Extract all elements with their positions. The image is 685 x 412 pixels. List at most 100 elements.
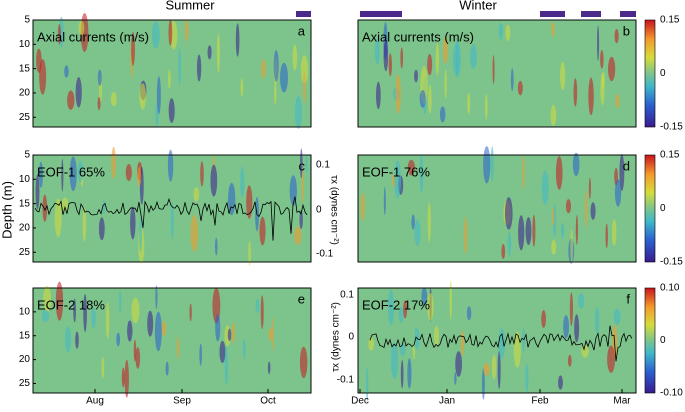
streak	[83, 293, 87, 333]
streak	[505, 24, 511, 41]
streak	[517, 80, 523, 96]
month-label: Sep	[173, 396, 191, 407]
streak	[268, 328, 273, 341]
streak	[294, 226, 302, 245]
depth-tick-label: 20	[19, 223, 31, 234]
streak	[98, 217, 105, 241]
streak	[121, 367, 125, 388]
depth-tick-label: 15	[19, 330, 31, 341]
streak	[469, 43, 477, 69]
streak	[411, 214, 415, 230]
streak	[368, 337, 375, 351]
streak	[614, 28, 619, 44]
streak	[55, 281, 64, 321]
streak	[481, 368, 485, 400]
streak	[242, 339, 246, 359]
month-label: Aug	[86, 396, 104, 407]
streak	[491, 354, 497, 380]
month-label: Feb	[531, 396, 549, 407]
depth-tick-label: 10	[19, 39, 31, 50]
streak	[551, 206, 555, 227]
streak	[176, 336, 180, 359]
streak	[207, 45, 212, 60]
streak	[155, 285, 158, 310]
streak	[518, 215, 525, 251]
streak	[567, 354, 572, 367]
streak	[413, 327, 420, 350]
month-label: Jan	[439, 396, 455, 407]
streak	[190, 214, 199, 252]
streak	[525, 217, 532, 246]
streak	[504, 197, 513, 230]
streak	[170, 201, 174, 240]
month-label: Dec	[351, 396, 369, 407]
streak	[394, 160, 402, 199]
streak	[541, 170, 549, 206]
streak	[454, 372, 457, 385]
streak	[91, 307, 96, 329]
streak	[584, 190, 588, 228]
streak	[168, 98, 175, 123]
panel-frame	[32, 19, 312, 128]
depth-tick-label: 10	[19, 307, 31, 318]
colorbar	[644, 287, 656, 394]
streak	[439, 106, 446, 123]
streak	[267, 361, 271, 375]
streak	[35, 174, 40, 210]
streak	[594, 306, 600, 334]
panel-frame	[357, 287, 637, 394]
streak	[139, 83, 147, 110]
panel-frame	[32, 154, 312, 263]
streak	[575, 214, 578, 245]
streak	[240, 166, 245, 198]
streak	[463, 216, 468, 254]
streak	[97, 97, 101, 111]
streak	[421, 287, 428, 306]
panel-letter: c	[299, 158, 306, 173]
streak	[184, 19, 189, 42]
streak	[219, 340, 226, 363]
depth-tick-label: 5	[24, 15, 30, 26]
streak	[196, 54, 202, 82]
streak	[455, 351, 462, 377]
streak	[501, 243, 506, 259]
streak	[427, 202, 431, 242]
streak	[360, 192, 365, 221]
streak	[125, 164, 132, 182]
streak	[200, 161, 204, 187]
streak	[400, 343, 406, 357]
streak	[292, 44, 298, 71]
heatmap-panel	[32, 146, 312, 266]
heatmap-panel	[32, 12, 312, 129]
streak	[419, 153, 424, 194]
streak	[131, 31, 135, 67]
streak	[133, 339, 137, 362]
streak	[67, 90, 75, 110]
streak	[588, 77, 594, 116]
streak	[73, 298, 76, 323]
streak	[550, 104, 557, 127]
streak	[231, 321, 236, 344]
panel-frame	[357, 19, 637, 128]
panel-bg	[32, 287, 312, 394]
depth-tick-label: 20	[19, 354, 31, 365]
streak	[301, 170, 304, 205]
panel-title: EOF-2 18%	[37, 297, 105, 312]
streak	[273, 49, 279, 82]
streak	[613, 308, 621, 326]
streak	[167, 149, 174, 182]
panel-frame	[32, 287, 312, 394]
streak	[414, 219, 421, 246]
streak	[605, 223, 608, 249]
streak	[214, 237, 218, 256]
streak	[77, 161, 84, 183]
streak	[168, 19, 173, 46]
streak	[300, 148, 303, 179]
heatmap-panel	[357, 19, 637, 128]
column-title: Winter	[459, 0, 497, 12]
streak	[541, 310, 546, 328]
panel-letter: a	[298, 23, 306, 38]
streak	[130, 206, 136, 240]
streak	[400, 360, 404, 389]
streak	[305, 155, 308, 174]
